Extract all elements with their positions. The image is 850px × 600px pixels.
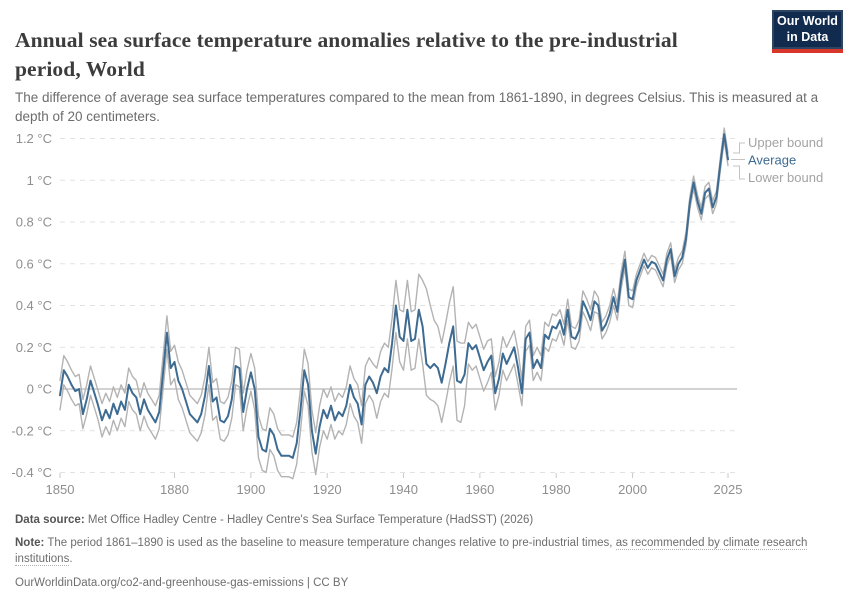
data-source-text: Met Office Hadley Centre - Hadley Centre… [87,514,534,526]
chart-subtitle: The difference of average sea surface te… [15,89,819,125]
owid-logo-line1: Our World [777,14,838,29]
upper-bound-line[interactable] [59,127,729,438]
owid-logo-box: Our World in Data [772,10,843,49]
y-axis-label: 1.2 °C [16,131,52,146]
x-axis-label: 2025 [714,482,743,497]
data-source-line: Data source: Met Office Hadley Centre - … [15,512,835,529]
legend-connector [733,165,745,180]
x-axis-label: 2000 [618,482,647,497]
legend-connector [733,142,745,154]
y-axis-label: 0.2 °C [16,340,52,355]
data-source-label: Data source: [15,514,85,526]
y-axis-label: -0.2 °C [11,423,52,438]
x-axis-label: 1960 [465,482,494,497]
x-axis-label: 1980 [542,482,571,497]
owid-logo[interactable]: Our World in Data [772,10,843,53]
chart-title: Annual sea surface temperature anomalies… [15,28,678,81]
url-separator: | [306,577,310,590]
x-axis-label: 1900 [236,482,265,497]
average-line[interactable] [59,133,729,459]
note-text: The period 1861–1890 is used as the base… [47,536,616,549]
owid-logo-red-bar [772,49,843,53]
lower-bound-line[interactable] [59,139,729,480]
url-line: OurWorldinData.org/co2-and-greenhouse-ga… [15,575,835,592]
owid-logo-line2: in Data [786,29,829,44]
note-suffix: . [69,553,73,566]
y-axis-label: 0 °C [27,382,52,397]
y-axis-label: 0.6 °C [16,256,52,271]
owid-url-link[interactable]: OurWorldinData.org/co2-and-greenhouse-ga… [15,577,304,590]
x-axis-label: 1940 [389,482,418,497]
x-axis-label: 1920 [313,482,342,497]
legend-item-lower-bound[interactable]: Lower bound [748,170,823,185]
y-axis-label: -0.4 °C [11,465,52,480]
note-label: Note: [15,536,45,549]
y-axis-label: 1 °C [27,173,52,188]
x-axis-label: 1880 [160,482,189,497]
footer: Data source: Met Office Hadley Centre - … [15,512,835,598]
note-link[interactable]: as recommended by climate research insti… [15,536,808,567]
license-text: CC BY [313,577,349,590]
legend-item-average[interactable]: Average [748,153,796,168]
y-axis-label: 0.4 °C [16,298,52,313]
y-axis-label: 0.8 °C [16,215,52,230]
legend-item-upper-bound[interactable]: Upper bound [748,135,823,150]
note-line: Note: The period 1861–1890 is used as th… [15,535,835,568]
x-axis-label: 1850 [46,482,75,497]
